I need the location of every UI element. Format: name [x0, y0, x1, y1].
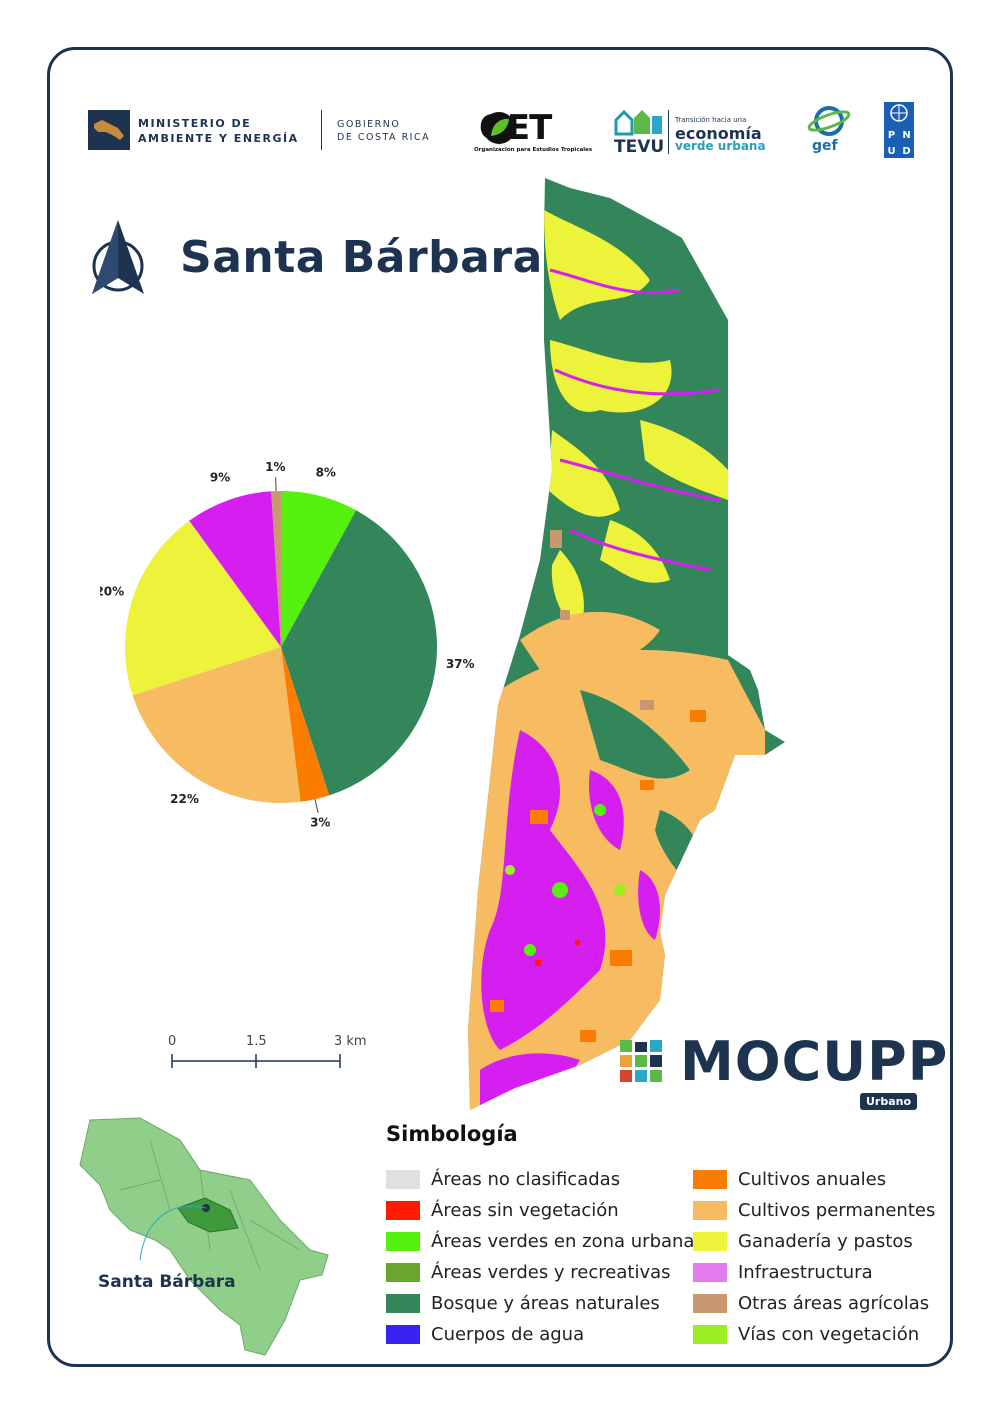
legend-label: Otras áreas agrícolas	[738, 1292, 930, 1314]
tevu-line3: verde urbana	[675, 139, 766, 153]
tevu-divider	[668, 110, 669, 154]
pie-slice	[281, 491, 357, 647]
gob-line1: GOBIERNO	[337, 119, 401, 130]
scale-tick-1-5: 1.5	[246, 1034, 267, 1049]
pie-data-label: 20%	[100, 584, 124, 598]
legend-item: Otras áreas agrícolas	[693, 1290, 929, 1316]
scale-tick-3km: 3 km	[334, 1034, 367, 1049]
minae-line1: MINISTERIO DE	[138, 117, 252, 130]
map-frame	[47, 47, 953, 1367]
legend-swatch	[693, 1324, 727, 1344]
legend-label: Cultivos anuales	[738, 1168, 887, 1190]
mocupp-grid-icon	[620, 1040, 662, 1082]
pie-slice	[281, 647, 330, 802]
legend-item: Cultivos permanentes	[693, 1197, 935, 1223]
pie-data-label: 8%	[316, 466, 336, 480]
land-use-pie-chart: 8% 37% 3% 22% 20% 9% 1%	[100, 460, 475, 830]
pnud-letter-n: N	[902, 130, 911, 141]
legend-item: Áreas verdes y recreativas	[386, 1259, 671, 1285]
legend-item: Infraestructura	[693, 1259, 873, 1285]
pnud-letter-d: D	[902, 146, 911, 157]
legend-swatch	[693, 1169, 727, 1189]
legend-label: Bosque y áreas naturales	[431, 1292, 660, 1314]
legend-swatch	[386, 1169, 420, 1189]
pie-slice	[189, 491, 281, 647]
legend-swatch	[386, 1324, 420, 1344]
leaf-icon	[483, 112, 515, 144]
legend-item: Áreas no clasificadas	[386, 1166, 620, 1192]
urbano-tag: Urbano	[860, 1093, 918, 1110]
tevu-line1: Transición hacia una	[675, 116, 747, 124]
tevu-line2: economía	[675, 124, 762, 143]
un-emblem-icon	[890, 104, 908, 122]
pie-slice	[132, 647, 301, 803]
legend-item: Cultivos anuales	[693, 1166, 886, 1192]
pie-slice	[125, 520, 282, 696]
gob-line2: DE COSTA RICA	[337, 132, 431, 143]
north-arrow-icon	[92, 220, 144, 294]
logo-divider	[321, 110, 322, 150]
santa-barbara-map	[468, 178, 785, 1110]
pnud-letter-p: P	[887, 130, 896, 141]
legend-swatch	[386, 1293, 420, 1313]
pnud-logo: P N U D	[884, 102, 914, 158]
legend-label: Infraestructura	[738, 1261, 873, 1283]
legend-item: Cuerpos de agua	[386, 1321, 584, 1347]
page-title: Santa Bárbara	[180, 232, 543, 283]
costa-rica-flag-logo	[88, 110, 130, 150]
oet-subtitle: Organización para Estudios Tropicales	[474, 147, 593, 153]
pnud-letter-u: U	[887, 146, 896, 157]
legend-item: Vías con vegetación	[693, 1321, 919, 1347]
tevu-name: TEVU	[614, 137, 665, 157]
costa-rica-locator-map	[79, 1117, 329, 1356]
pie-data-label: 1%	[265, 460, 285, 474]
pie-data-label: 22%	[170, 792, 199, 806]
legend-item: Bosque y áreas naturales	[386, 1290, 660, 1316]
legend-label: Áreas verdes y recreativas	[431, 1261, 671, 1283]
locator-label: Santa Bárbara	[98, 1272, 236, 1292]
legend-swatch	[693, 1262, 727, 1282]
legend-label: Áreas sin vegetación	[431, 1199, 619, 1221]
pie-leader-line	[314, 799, 319, 814]
pie-data-label: 37%	[446, 657, 475, 671]
legend-item: Áreas verdes en zona urbana	[386, 1228, 694, 1254]
legend-swatch	[386, 1262, 420, 1282]
mocupp-wordmark: MOCUPP	[680, 1030, 949, 1093]
scale-line	[171, 1054, 341, 1068]
gef-name: gef	[812, 138, 838, 154]
legend-swatch	[693, 1293, 727, 1313]
pie-data-label: 9%	[210, 471, 230, 485]
houses-icon	[614, 109, 662, 136]
legend-label: Áreas verdes en zona urbana	[431, 1230, 695, 1252]
map-land-use	[468, 178, 785, 1110]
legend-swatch	[693, 1231, 727, 1251]
legend-label: Cuerpos de agua	[431, 1323, 585, 1345]
pie-slice	[281, 510, 437, 796]
legend-item: Áreas sin vegetación	[386, 1197, 619, 1223]
minae-line2: AMBIENTE Y ENERGÍA	[138, 132, 299, 145]
pie-data-label: 3%	[310, 816, 330, 830]
scale-tick-0: 0	[168, 1034, 177, 1049]
legend-swatch	[693, 1200, 727, 1220]
legend-title: Simbología	[386, 1122, 518, 1146]
legend-label: Vías con vegetación	[738, 1323, 920, 1345]
legend-swatch	[386, 1200, 420, 1220]
legend-swatch	[386, 1231, 420, 1251]
legend-label: Ganadería y pastos	[738, 1230, 913, 1252]
legend-label: Áreas no clasificadas	[431, 1168, 621, 1190]
pie-slice	[271, 491, 281, 647]
gef-globe-icon	[807, 106, 851, 136]
legend-label: Cultivos permanentes	[738, 1199, 936, 1221]
legend-item: Ganadería y pastos	[693, 1228, 913, 1254]
